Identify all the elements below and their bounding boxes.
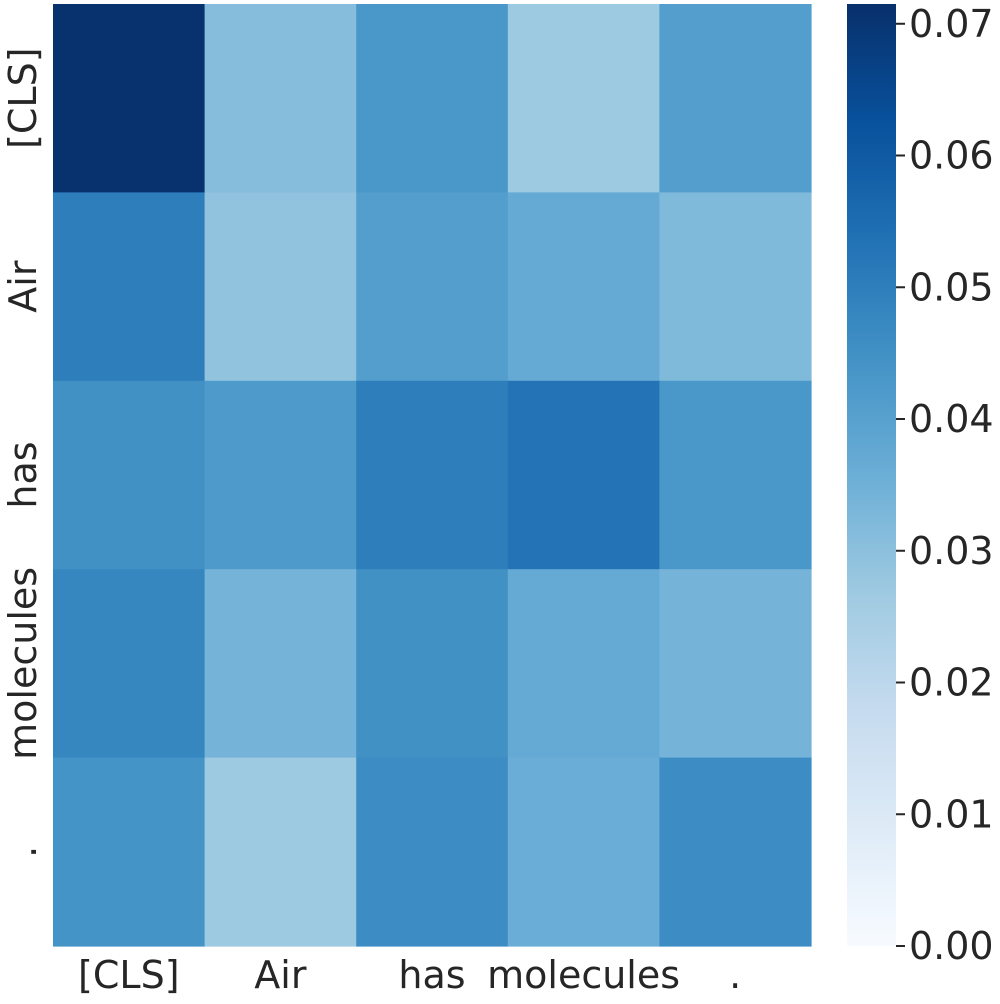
heatmap-cell-r0-c0 <box>53 4 206 193</box>
heatmap-cell-r3-c2 <box>356 569 509 759</box>
y-tick-labels: [CLS] Air has molecules. <box>1 47 45 857</box>
colorbar-tick-label: 0.00 <box>909 924 994 968</box>
heatmap-cell-r0-c4 <box>659 4 812 193</box>
heatmap-cell-r0-c3 <box>507 4 660 193</box>
x-tick-label: molecules <box>487 953 680 997</box>
colorbar-tick-label: 0.01 <box>909 792 994 836</box>
colorbar-tick-label: 0.04 <box>909 397 994 441</box>
y-tick-label: [CLS] <box>1 47 45 148</box>
heatmap-cell-r2-c3 <box>507 380 660 570</box>
heatmap-cell-r0-c2 <box>356 4 509 193</box>
colorbar-tick-label: 0.06 <box>909 134 994 178</box>
heatmap-cell-r3-c1 <box>204 569 357 759</box>
heatmap-cell-r3-c4 <box>659 569 812 759</box>
x-tick-label: Air <box>254 953 307 997</box>
y-tick-label: molecules <box>1 567 45 760</box>
heatmap-cell-r2-c0 <box>53 380 206 570</box>
heatmap-cell-r1-c3 <box>507 192 660 382</box>
heatmap-cell-r3-c0 <box>53 569 206 759</box>
colorbar-tick-label: 0.07 <box>909 2 994 46</box>
y-tick-label: Air <box>1 260 45 313</box>
x-tick-label: . <box>729 953 741 997</box>
heatmap-cell-r4-c4 <box>659 757 812 947</box>
heatmap-cell-r2-c2 <box>356 380 509 570</box>
heatmap-cell-r2-c4 <box>659 380 812 570</box>
heatmap-cell-r4-c0 <box>53 757 206 947</box>
heatmap-cell-r0-c1 <box>204 4 357 193</box>
colorbar-gradient <box>847 4 896 946</box>
y-tick-label: . <box>1 846 45 858</box>
heatmap-cell-r4-c2 <box>356 757 509 947</box>
heatmap-cell-r1-c2 <box>356 192 509 382</box>
heatmap-cell-r1-c4 <box>659 192 812 382</box>
heatmap-cells <box>53 4 812 947</box>
x-tick-label: has <box>398 953 465 997</box>
colorbar-tick-label: 0.03 <box>909 529 994 573</box>
colorbar-tick-label: 0.02 <box>909 661 994 705</box>
heatmap-cell-r1-c0 <box>53 192 206 382</box>
x-tick-label: [CLS] <box>78 953 179 997</box>
heatmap-cell-r2-c1 <box>204 380 357 570</box>
colorbar: 0.00 0.01 0.02 0.03 0.04 0.05 0.06 0.07 <box>847 2 994 968</box>
heatmap-cell-r3-c3 <box>507 569 660 759</box>
y-tick-label: has <box>1 441 45 508</box>
heatmap-cell-r4-c1 <box>204 757 357 947</box>
x-tick-labels: [CLS] Air has molecules. <box>78 953 741 997</box>
heatmap-cell-r4-c3 <box>507 757 660 947</box>
colorbar-tick-label: 0.05 <box>909 265 994 309</box>
heatmap-cell-r1-c1 <box>204 192 357 382</box>
